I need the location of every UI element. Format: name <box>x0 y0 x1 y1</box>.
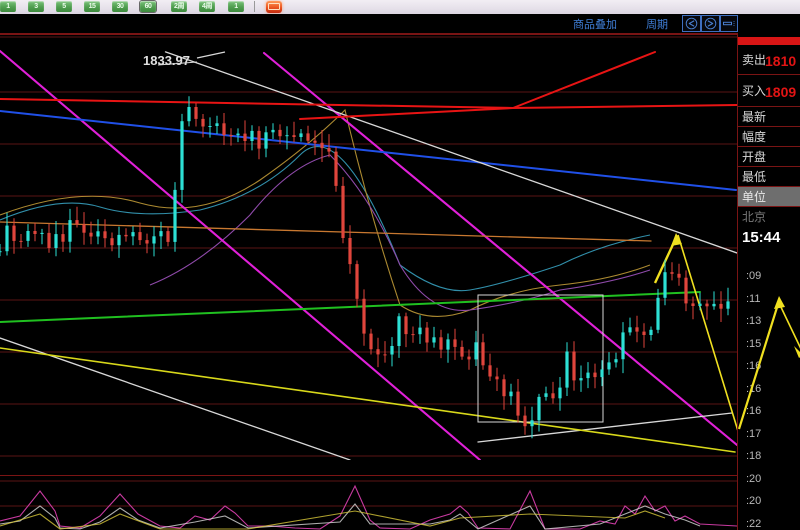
svg-text:1833.97: 1833.97 <box>143 53 190 68</box>
